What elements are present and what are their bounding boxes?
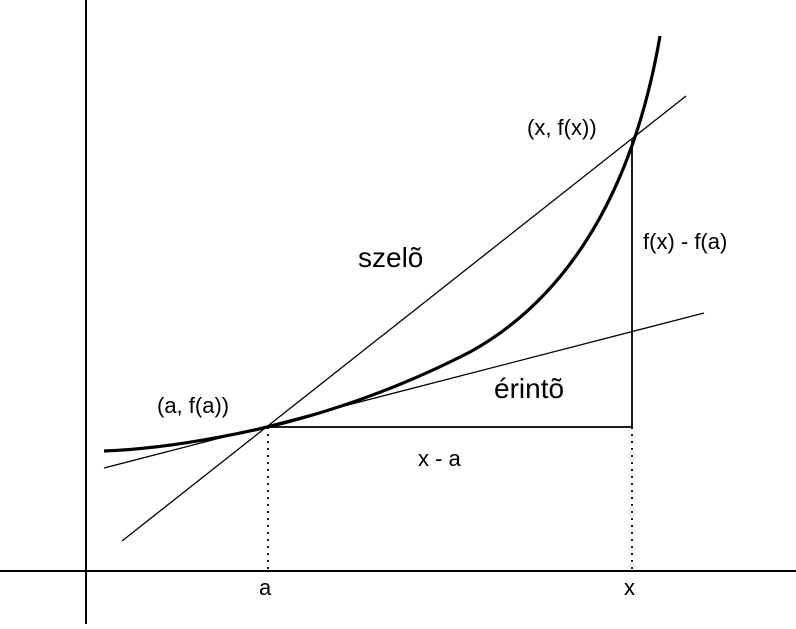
tick-label-x: x xyxy=(624,575,635,600)
tangent-label: érintõ xyxy=(494,373,564,404)
secant-line xyxy=(121,95,687,542)
point-a-label: (a, f(a)) xyxy=(157,393,229,418)
function-curve xyxy=(103,35,662,453)
secant-label: szelõ xyxy=(358,242,423,273)
run-label: x - a xyxy=(418,446,462,471)
tangent-line xyxy=(103,312,705,469)
rise-label: f(x) - f(a) xyxy=(643,229,727,254)
tick-label-a: a xyxy=(259,575,272,600)
point-x-label: (x, f(x)) xyxy=(527,115,597,140)
